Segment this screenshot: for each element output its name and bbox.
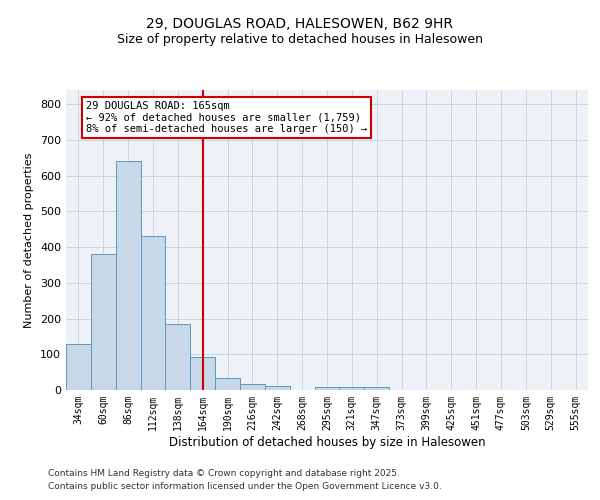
Bar xyxy=(215,378,240,390)
Y-axis label: Number of detached properties: Number of detached properties xyxy=(25,152,34,328)
Bar xyxy=(340,387,364,390)
Bar xyxy=(91,254,116,390)
Bar xyxy=(364,387,389,390)
Bar xyxy=(66,344,91,390)
Bar xyxy=(140,236,166,390)
Text: Contains HM Land Registry data © Crown copyright and database right 2025.: Contains HM Land Registry data © Crown c… xyxy=(48,468,400,477)
Text: Contains public sector information licensed under the Open Government Licence v3: Contains public sector information licen… xyxy=(48,482,442,491)
Bar xyxy=(190,357,215,390)
Bar xyxy=(116,162,140,390)
Text: Size of property relative to detached houses in Halesowen: Size of property relative to detached ho… xyxy=(117,32,483,46)
Text: 29 DOUGLAS ROAD: 165sqm
← 92% of detached houses are smaller (1,759)
8% of semi-: 29 DOUGLAS ROAD: 165sqm ← 92% of detache… xyxy=(86,100,367,134)
Bar xyxy=(166,324,190,390)
Bar xyxy=(265,386,290,390)
Bar xyxy=(314,387,340,390)
X-axis label: Distribution of detached houses by size in Halesowen: Distribution of detached houses by size … xyxy=(169,436,485,448)
Bar xyxy=(240,384,265,390)
Text: 29, DOUGLAS ROAD, HALESOWEN, B62 9HR: 29, DOUGLAS ROAD, HALESOWEN, B62 9HR xyxy=(146,18,454,32)
